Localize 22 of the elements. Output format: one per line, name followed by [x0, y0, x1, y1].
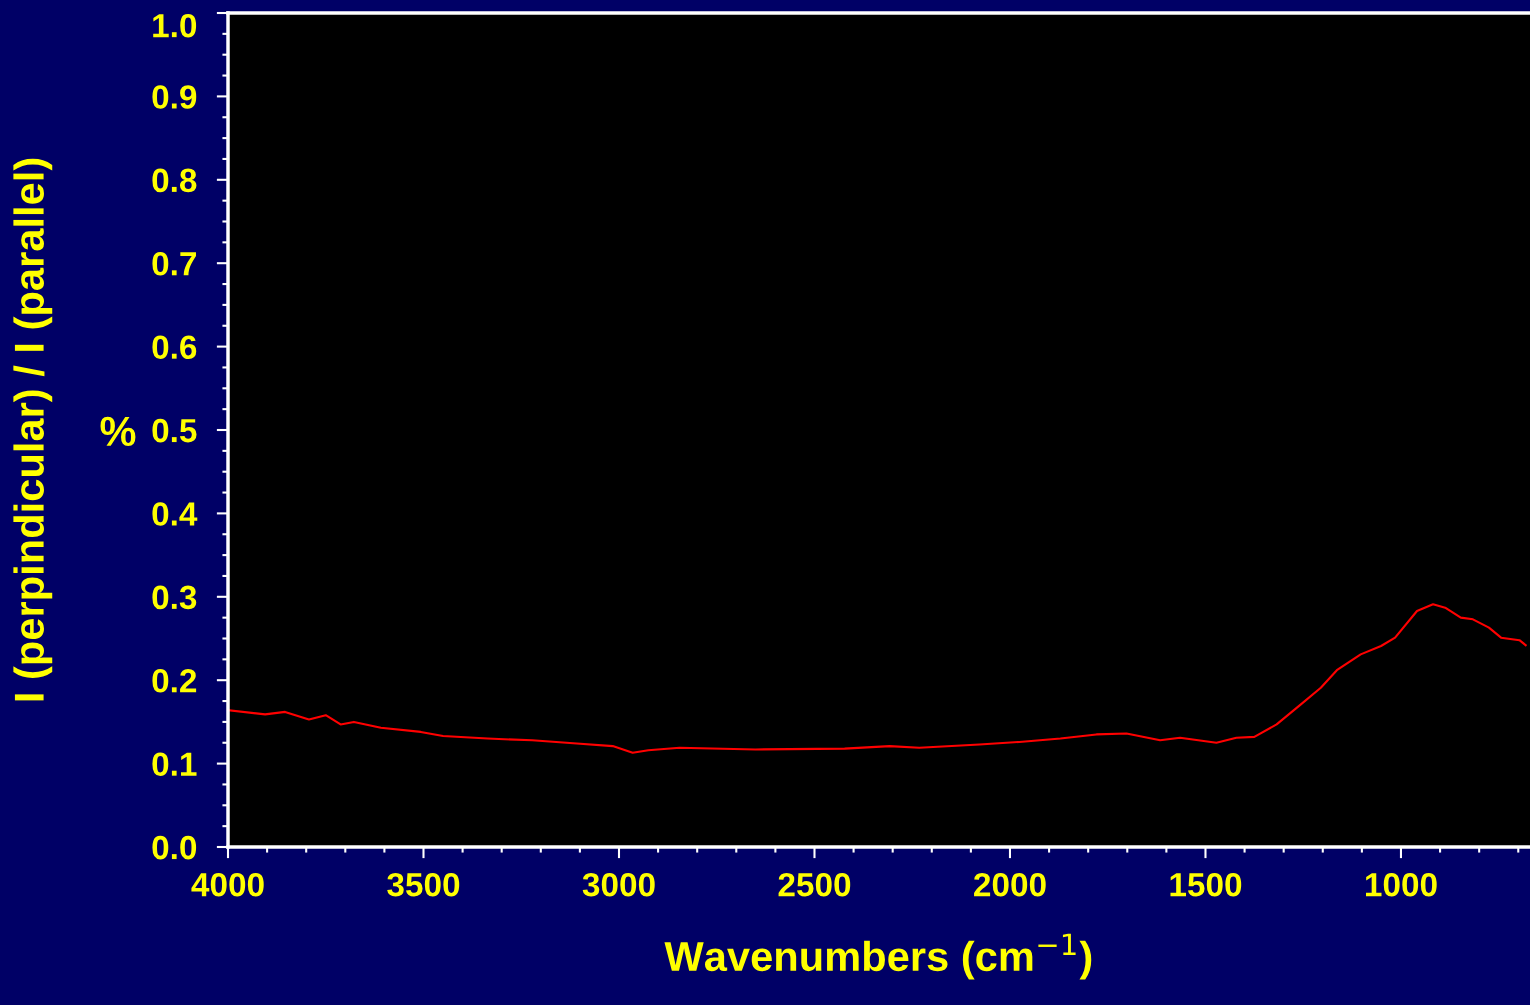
line-series: [228, 603, 1527, 754]
x-tick-label: 3500: [387, 872, 460, 897]
y-tick-label: 0.3: [152, 585, 197, 610]
y-axis-title: I (perpindicular) / I (parallel): [13, 158, 53, 701]
y-tick-label: 0.7: [152, 252, 196, 276]
x-tick-label: 1000: [1366, 872, 1437, 897]
y-tick-label: 0.2: [152, 669, 197, 693]
x-tick-label: 4000: [191, 872, 264, 897]
y-tick-label: 0.5: [152, 418, 197, 443]
x-tick-label: 3000: [582, 872, 655, 897]
y-tick-label: 0.1: [152, 752, 197, 777]
y-tick-label: 0.4: [152, 502, 198, 526]
text: %: [100, 416, 136, 447]
x-axis-title: Wavenumbers (cm$^{−1}$): [664, 933, 1092, 980]
x-tick-label: 1500: [1170, 872, 1242, 897]
x-tick-label: 2000: [974, 872, 1046, 897]
y-tick-label: 0.0: [152, 835, 197, 860]
y-tick-label: 0.6: [152, 335, 197, 360]
y-tick-label: 0.8: [152, 168, 197, 193]
x-tick-label: 2500: [778, 872, 851, 897]
y-tick-label: 1.0: [153, 13, 197, 38]
y-tick-label: 0.9: [152, 85, 197, 109]
